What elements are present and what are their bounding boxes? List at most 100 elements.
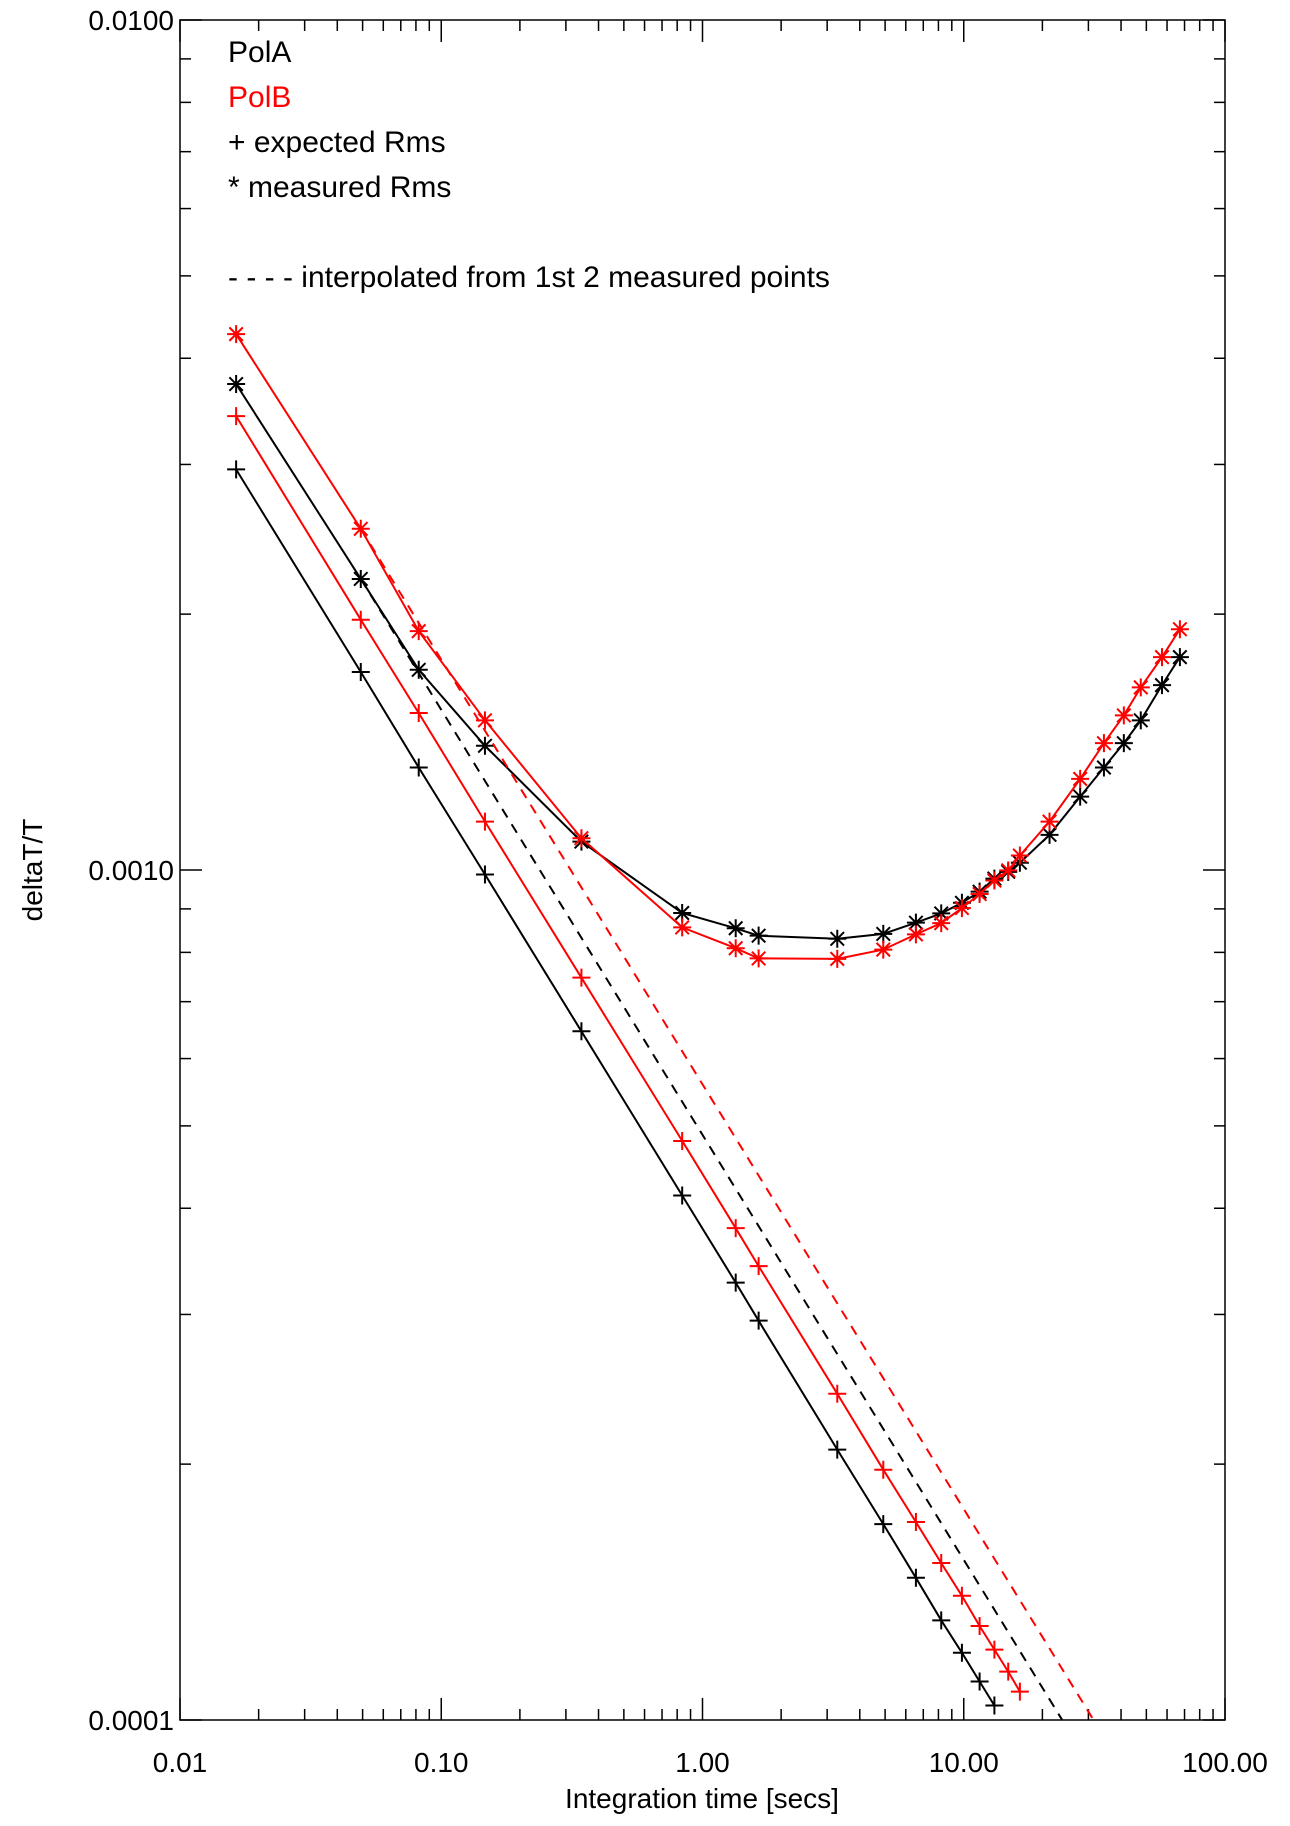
asterisk-marker: [1131, 711, 1150, 730]
y-tick-label: 0.0001: [88, 1705, 174, 1736]
plus-marker: [970, 1672, 989, 1691]
asterisk-marker: [1170, 620, 1189, 639]
asterisk-marker: [1114, 734, 1133, 753]
x-axis-label: Integration time [secs]: [565, 1783, 839, 1814]
asterisk-marker: [1170, 648, 1189, 667]
asterisk-marker: [828, 929, 847, 948]
asterisk-marker: [409, 660, 428, 679]
asterisk-marker: [409, 622, 428, 641]
asterisk-marker: [1094, 734, 1113, 753]
plus-marker: [985, 1640, 1004, 1659]
asterisk-marker: [749, 926, 768, 945]
asterisk-marker: [932, 904, 951, 923]
plus-marker: [351, 610, 370, 629]
asterisk-marker: [572, 829, 591, 848]
plus-marker: [999, 1662, 1018, 1681]
asterisk-marker: [351, 519, 370, 538]
asterisk-marker: [1071, 769, 1090, 788]
asterisk-marker: [227, 325, 246, 344]
plus-marker: [970, 1617, 989, 1635]
asterisk-marker: [1040, 812, 1059, 831]
plus-marker: [952, 1643, 971, 1662]
legend-entry: PolB: [228, 81, 291, 114]
asterisk-marker: [1040, 825, 1059, 844]
asterisk-marker: [1153, 676, 1172, 695]
plus-marker: [828, 1440, 847, 1459]
asterisk-marker: [227, 375, 246, 394]
asterisk-marker: [970, 885, 989, 904]
asterisk-marker: [726, 939, 745, 958]
plus-marker: [227, 460, 246, 479]
legend-entry: PolA: [228, 36, 291, 69]
legend-entry: - - - - interpolated from 1st 2 measured…: [228, 261, 830, 294]
y-axis-label: deltaT/T: [17, 819, 48, 922]
plus-marker: [985, 1696, 1004, 1715]
series-pola-measured-rms: [227, 375, 1189, 948]
series-layer: [227, 325, 1189, 1720]
asterisk-marker: [1010, 846, 1029, 865]
plus-marker: [475, 865, 494, 884]
x-tick-label: 0.01: [153, 1747, 208, 1778]
plus-marker: [749, 1311, 768, 1330]
plus-marker: [749, 1257, 768, 1276]
legend: PolA PolB + expected Rms * measured Rms - - …: [228, 36, 830, 294]
y-tick-label: 0.0010: [88, 855, 174, 886]
plus-marker: [475, 812, 494, 831]
axis-labels: Integration time [secs] deltaT/T: [17, 819, 839, 1814]
plus-marker: [572, 968, 591, 987]
x-tick-label: 10.00: [929, 1747, 999, 1778]
asterisk-marker: [673, 904, 692, 923]
asterisk-marker: [1131, 678, 1150, 697]
plus-marker: [726, 1219, 745, 1238]
plus-marker: [726, 1273, 745, 1292]
asterisk-marker: [999, 861, 1018, 880]
plus-marker: [828, 1384, 847, 1403]
plus-marker: [409, 758, 428, 777]
series-polb-expected-rms: [227, 407, 1029, 1701]
plus-marker: [673, 1186, 692, 1205]
asterisk-marker: [985, 871, 1004, 890]
asterisk-marker: [749, 949, 768, 968]
series-line: [359, 528, 1095, 1720]
plus-marker: [952, 1586, 971, 1605]
asterisk-marker: [1114, 706, 1133, 725]
asterisk-marker: [906, 925, 925, 944]
plus-marker: [572, 1022, 591, 1041]
series-polb-interpolated: [359, 528, 1095, 1720]
asterisk-marker: [952, 899, 971, 918]
plus-marker: [673, 1131, 692, 1150]
plus-marker: [409, 704, 428, 723]
series-pola-expected-rms: [227, 460, 1004, 1715]
asterisk-marker: [874, 940, 893, 959]
plus-marker: [932, 1554, 951, 1573]
asterisk-marker: [1153, 648, 1172, 667]
series-polb-measured-rms: [227, 325, 1189, 968]
plus-marker: [874, 1515, 893, 1534]
asterisk-marker: [828, 949, 847, 968]
legend-entry: + expected Rms: [228, 126, 446, 159]
plus-marker: [906, 1512, 925, 1531]
asterisk-marker: [1094, 758, 1113, 777]
asterisk-marker: [475, 711, 494, 730]
plus-marker: [351, 662, 370, 681]
series-line: [235, 383, 1181, 940]
asterisk-marker: [932, 914, 951, 933]
x-tick-label: 100.00: [1182, 1747, 1268, 1778]
plus-marker: [874, 1460, 893, 1479]
legend-entry: * measured Rms: [228, 171, 451, 204]
plus-marker: [1010, 1682, 1029, 1701]
series-pola-interpolated: [359, 578, 1064, 1720]
x-tick-label: 0.10: [414, 1747, 469, 1778]
series-line: [359, 578, 1064, 1720]
asterisk-marker: [906, 913, 925, 932]
asterisk-marker: [475, 736, 494, 755]
series-line: [235, 415, 1021, 1693]
plus-marker: [906, 1568, 925, 1587]
asterisk-marker: [673, 918, 692, 937]
axes: 0.01 0.10 1.00 10.00 100.00 0.0001 0.0010 0.010…: [88, 5, 1267, 1778]
asterisk-marker: [874, 924, 893, 943]
series-line: [235, 468, 996, 1707]
x-tick-label: 1.00: [675, 1747, 730, 1778]
